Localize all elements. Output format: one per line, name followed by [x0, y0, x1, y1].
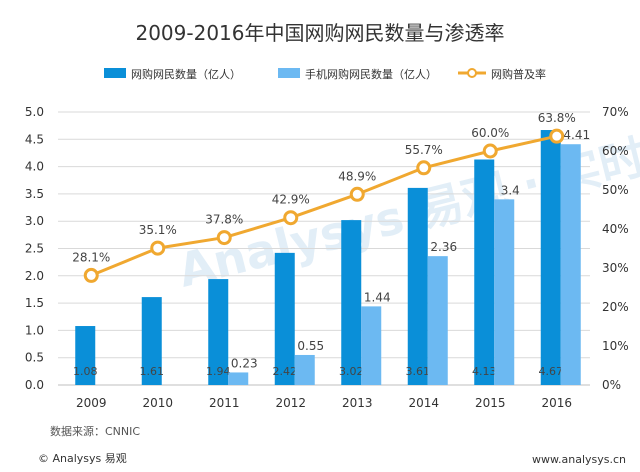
y-left-tick: 0.0	[25, 378, 44, 392]
bar-mobile-2013	[361, 306, 382, 385]
footer-brand: © Analysys 易观	[38, 452, 127, 465]
legend-label-online: 网购网民数量（亿人）	[131, 67, 241, 81]
x-tick-2012: 2012	[275, 396, 306, 410]
bar-online-2010	[141, 297, 162, 385]
bar-mobile-label-2014: 2.36	[430, 240, 457, 254]
penetration-label-2015: 60.0%	[471, 126, 509, 140]
penetration-label-2014: 55.7%	[405, 143, 443, 157]
x-tick-2011: 2011	[209, 396, 240, 410]
y-left-tick: 3.5	[25, 187, 44, 201]
bar-online-label-2012: 2.42	[273, 365, 298, 378]
y-right-tick: 60%	[602, 144, 629, 158]
y-left-tick: 1.0	[25, 323, 44, 337]
y-left-tick: 4.5	[25, 132, 44, 146]
penetration-label-2013: 48.9%	[338, 169, 376, 183]
bar-online-label-2010: 1.61	[140, 365, 165, 378]
bar-mobile-label-2011: 0.23	[231, 356, 258, 370]
penetration-point-2014	[416, 160, 432, 176]
bar-mobile-2016	[560, 144, 581, 385]
bar-mobile-2015	[494, 199, 515, 385]
y-left-tick: 4.0	[25, 160, 44, 174]
penetration-point-2010	[150, 240, 166, 256]
y-right-tick: 20%	[602, 300, 629, 314]
bar-mobile-label-2013: 1.44	[364, 290, 391, 304]
legend-swatch-mobile	[278, 68, 300, 78]
penetration-point-2011	[216, 230, 232, 246]
y-left-tick: 2.5	[25, 242, 44, 256]
x-tick-2015: 2015	[475, 396, 506, 410]
penetration-point-2012	[283, 210, 299, 226]
x-tick-2013: 2013	[342, 396, 373, 410]
bar-mobile-2014	[427, 256, 448, 385]
chart-title: 2009-2016年中国网购网民数量与渗透率	[135, 21, 504, 45]
bar-online-2012	[274, 252, 295, 385]
bar-online-2016	[540, 130, 561, 385]
bar-online-2014	[407, 187, 428, 385]
y-right-tick: 0%	[602, 378, 621, 392]
x-tick-2010: 2010	[142, 396, 173, 410]
legend-marker-penetration	[467, 68, 477, 78]
bar-online-2015	[474, 159, 495, 385]
bar-online-label-2011: 1.94	[206, 365, 231, 378]
bar-online-label-2009: 1.08	[73, 365, 98, 378]
bar-mobile-label-2012: 0.55	[297, 339, 324, 353]
bar-online-label-2015: 4.13	[472, 365, 497, 378]
penetration-point-2016	[549, 128, 565, 144]
y-right-tick: 50%	[602, 183, 629, 197]
legend-label-mobile: 手机网购网民数量（亿人）	[305, 67, 437, 81]
penetration-label-2016: 63.8%	[538, 111, 576, 125]
bar-online-2011	[208, 279, 229, 385]
y-left-tick: 2.0	[25, 269, 44, 283]
y-left-tick: 1.5	[25, 296, 44, 310]
bar-online-label-2014: 3.61	[406, 365, 431, 378]
x-tick-2014: 2014	[408, 396, 439, 410]
y-left-tick: 5.0	[25, 105, 44, 119]
y-right-tick: 10%	[602, 339, 629, 353]
y-left-tick: 0.5	[25, 351, 44, 365]
y-right-tick: 40%	[602, 222, 629, 236]
penetration-line	[90, 134, 558, 277]
penetration-label-2012: 42.9%	[272, 193, 310, 207]
y-left-tick: 3.0	[25, 214, 44, 228]
y-right-tick: 30%	[602, 261, 629, 275]
penetration-label-2010: 35.1%	[139, 223, 177, 237]
penetration-label-2009: 28.1%	[72, 250, 110, 264]
bar-online-2013	[341, 220, 362, 385]
bar-mobile-label-2016: 4.41	[563, 128, 590, 142]
bar-mobile-label-2015: 3.4	[501, 183, 520, 197]
footer-url: www.analysys.cn	[532, 453, 626, 466]
bar-online-label-2016: 4.67	[539, 365, 564, 378]
penetration-point-2009	[83, 267, 99, 283]
x-tick-2009: 2009	[76, 396, 107, 410]
penetration-label-2011: 37.8%	[205, 213, 243, 227]
y-right-tick: 70%	[602, 105, 629, 119]
source-note: 数据来源：CNNIC	[50, 425, 141, 438]
bar-mobile-2011	[228, 372, 249, 385]
penetration-point-2015	[482, 143, 498, 159]
legend-swatch-online	[104, 68, 126, 78]
bar-online-label-2013: 3.02	[339, 365, 364, 378]
legend-label-penetration: 网购普及率	[491, 67, 546, 81]
penetration-point-2013	[349, 186, 365, 202]
x-tick-2016: 2016	[541, 396, 572, 410]
bar-mobile-2012	[294, 354, 315, 385]
bar-online-2009	[75, 326, 96, 385]
